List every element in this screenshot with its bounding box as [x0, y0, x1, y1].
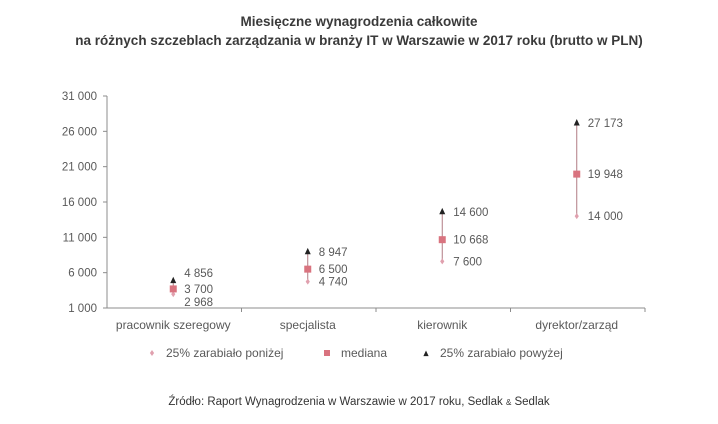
y-tick-label: 1 000 [68, 303, 97, 315]
low-quartile-diamond [440, 258, 445, 265]
y-tick-label: 26 000 [62, 126, 97, 138]
low-quartile-diamond [171, 291, 176, 298]
high-quartile-triangle [439, 207, 446, 215]
low-quartile-diamond [305, 278, 310, 285]
low-value-label: 14 000 [588, 211, 623, 223]
legend-square-icon [324, 350, 330, 356]
median-value-label: 10 668 [453, 235, 488, 247]
high-quartile-triangle [304, 247, 311, 255]
low-quartile-diamond [574, 213, 579, 220]
x-category-label: pracownik szeregowy [116, 318, 231, 332]
y-tick-label: 6 000 [68, 268, 97, 280]
high-quartile-triangle [573, 119, 580, 126]
source-note: Źródło: Raport Wynagrodzenia w Warszawie… [0, 396, 718, 408]
high-quartile-triangle [170, 276, 177, 284]
x-category-label: specjalista [280, 318, 336, 332]
source-ampersand: & [505, 398, 512, 407]
y-tick-label: 21 000 [62, 162, 97, 174]
x-category-label: dyrektor/zarząd [535, 318, 618, 332]
median-value-label: 6 500 [319, 264, 348, 276]
median-square [169, 285, 177, 293]
median-square [573, 170, 581, 178]
chart-title-line-2: na różnych szczeblach zarządzania w bran… [75, 33, 643, 48]
y-tick-label: 31 000 [62, 91, 97, 103]
median-value-label: 19 948 [588, 169, 623, 181]
high-value-label: 8 947 [319, 247, 348, 259]
legend-label-high: 25% zarabiało powyżej [440, 346, 563, 360]
median-value-label: 3 700 [184, 284, 213, 296]
legend-triangle-icon [423, 350, 429, 357]
median-square [438, 236, 446, 244]
legend-label-low: 25% zarabiało poniżej [166, 346, 283, 360]
median-square [304, 265, 312, 273]
source-text: Źródło: Raport Wynagrodzenia w Warszawie… [168, 396, 506, 408]
high-value-label: 27 173 [588, 118, 623, 130]
x-category-label: kierownik [417, 318, 468, 332]
low-value-label: 2 968 [184, 297, 213, 309]
low-value-label: 7 600 [453, 256, 482, 268]
chart-title-line-1: Miesięczne wynagrodzenia całkowite [240, 14, 478, 29]
y-tick-label: 16 000 [62, 197, 97, 209]
legend-label-median: mediana [341, 346, 387, 360]
low-value-label: 4 740 [319, 277, 348, 289]
source-text-end: Sedlak [511, 396, 550, 408]
legend-diamond-icon [149, 350, 155, 356]
high-value-label: 14 600 [453, 207, 488, 219]
high-value-label: 4 856 [184, 268, 213, 280]
y-tick-label: 11 000 [63, 232, 97, 244]
